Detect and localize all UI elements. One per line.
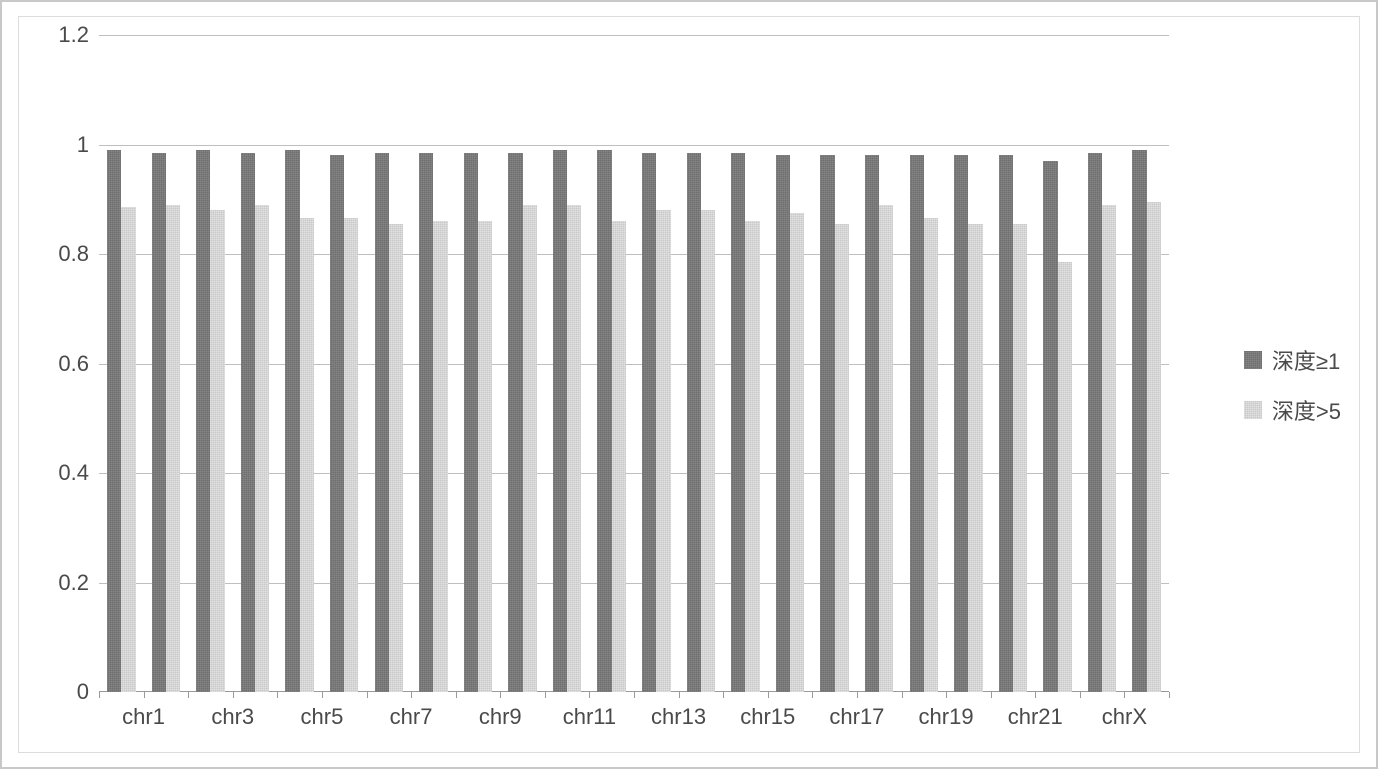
x-tick-mark	[902, 692, 903, 698]
bar	[107, 150, 121, 692]
bar	[285, 150, 299, 692]
bar	[523, 205, 537, 692]
legend-item-depth-gt-5: 深度>5	[1244, 394, 1341, 426]
bar	[612, 221, 626, 692]
y-tick-label: 1.2	[58, 22, 99, 48]
bar	[820, 155, 834, 692]
x-tick-mark	[812, 692, 813, 698]
bar	[433, 221, 447, 692]
bar	[1147, 202, 1161, 692]
x-tick-mark	[545, 692, 546, 698]
bar	[1013, 224, 1027, 692]
bar	[255, 205, 269, 692]
bar	[166, 205, 180, 692]
x-tick-label: chr1	[122, 692, 165, 730]
bar	[1132, 150, 1146, 692]
bar	[642, 153, 656, 692]
y-tick-label: 0.8	[58, 241, 99, 267]
bar	[241, 153, 255, 692]
x-tick-mark	[634, 692, 635, 698]
bar	[567, 205, 581, 692]
gridline	[99, 35, 1169, 36]
gridline	[99, 145, 1169, 146]
bar	[196, 150, 210, 692]
x-tick-label: chr7	[390, 692, 433, 730]
y-tick-label: 0	[77, 679, 99, 705]
bar	[389, 224, 403, 692]
bar	[954, 155, 968, 692]
bar	[121, 207, 135, 692]
bar	[300, 218, 314, 692]
x-tick-mark	[991, 692, 992, 698]
x-tick-label: chr5	[301, 692, 344, 730]
x-tick-label: chr3	[211, 692, 254, 730]
x-tick-mark	[1169, 692, 1170, 698]
x-tick-label: chr11	[563, 692, 616, 730]
legend-label-depth-gt-5: 深度>5	[1272, 394, 1341, 426]
bar	[776, 155, 790, 692]
bar	[1058, 262, 1072, 692]
bar	[999, 155, 1013, 692]
bar	[1043, 161, 1057, 692]
bar	[375, 153, 389, 692]
legend-swatch-depth-ge-1	[1244, 351, 1262, 369]
bar	[835, 224, 849, 692]
bar	[865, 155, 879, 692]
bar	[553, 150, 567, 692]
bar	[419, 153, 433, 692]
bar	[879, 205, 893, 692]
x-tick-label: chr19	[919, 692, 974, 730]
x-tick-mark	[188, 692, 189, 698]
bar	[910, 155, 924, 692]
legend-swatch-depth-gt-5	[1244, 401, 1262, 419]
bar	[968, 224, 982, 692]
bar	[210, 210, 224, 692]
bar	[656, 210, 670, 692]
y-tick-label: 0.2	[58, 570, 99, 596]
bar	[924, 218, 938, 692]
x-tick-mark	[367, 692, 368, 698]
bar	[790, 213, 804, 692]
bar	[745, 221, 759, 692]
bar	[701, 210, 715, 692]
bar	[508, 153, 522, 692]
bar	[597, 150, 611, 692]
plot-area: 00.20.40.60.811.2chr1chr3chr5chr7chr9chr…	[99, 35, 1169, 692]
bar	[330, 155, 344, 692]
y-tick-label: 0.4	[58, 460, 99, 486]
bar	[344, 218, 358, 692]
x-tick-label: chr13	[651, 692, 706, 730]
x-tick-mark	[456, 692, 457, 698]
bar	[1102, 205, 1116, 692]
bar	[687, 153, 701, 692]
chart-inner-frame: 0 0.2 0.4 0.6 0.8 1 1.2 chr1 chr3 chr5 chr7 chr9 chr…	[18, 16, 1360, 753]
legend-item-depth-ge-1: 深度≥1	[1244, 344, 1341, 376]
y-tick-label: 1	[77, 132, 99, 158]
bar	[464, 153, 478, 692]
x-tick-label: chr15	[740, 692, 795, 730]
bar	[731, 153, 745, 692]
x-tick-label: chr21	[1008, 692, 1063, 730]
x-tick-mark	[99, 692, 100, 698]
x-tick-mark	[1080, 692, 1081, 698]
bar	[478, 221, 492, 692]
y-tick-label: 0.6	[58, 351, 99, 377]
legend-label-depth-ge-1: 深度≥1	[1272, 344, 1340, 376]
bar	[1088, 153, 1102, 692]
x-tick-mark	[723, 692, 724, 698]
x-tick-label: chr9	[479, 692, 522, 730]
x-tick-mark	[277, 692, 278, 698]
legend: 深度≥1 深度>5	[1244, 326, 1341, 444]
bar	[152, 153, 166, 692]
chart-outer-frame: 0 0.2 0.4 0.6 0.8 1 1.2 chr1 chr3 chr5 chr7 chr9 chr…	[0, 0, 1378, 769]
x-tick-label: chr17	[829, 692, 884, 730]
x-tick-label: chrX	[1102, 692, 1147, 730]
